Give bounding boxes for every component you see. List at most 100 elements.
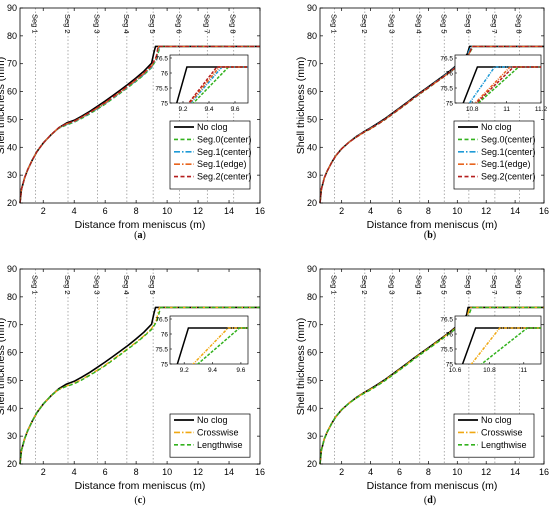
x-tick-label: 14	[510, 467, 520, 477]
y-tick-label: 30	[307, 170, 317, 180]
segment-label: Seg 8	[229, 14, 238, 34]
inset-x-tick-label: 9.6	[230, 106, 239, 113]
inset-zoom: 9.2 9.4 9.6 75 75.5 76 76.5	[155, 315, 249, 374]
x-tick-label: 10	[452, 206, 462, 216]
inset-series-line	[192, 327, 248, 364]
segment-label: Seg 3	[387, 275, 396, 295]
y-tick-label: 30	[307, 431, 317, 441]
panel-caption: (b)	[424, 230, 436, 241]
x-tick-label: 8	[134, 467, 139, 477]
inset-x-tick-label: 10.8	[483, 367, 496, 374]
x-tick-label: 4	[72, 467, 77, 477]
x-tick-label: 16	[539, 206, 549, 216]
x-tick-label: 16	[539, 467, 549, 477]
x-tick-label: 12	[193, 467, 203, 477]
inset-series-line	[196, 327, 248, 364]
legend: No clog Crosswise Lengthwise	[453, 413, 535, 458]
y-tick-label: 40	[7, 142, 17, 152]
x-tick-label: 2	[41, 206, 46, 216]
x-tick-label: 10	[452, 467, 462, 477]
inset-x-tick-label: 9.4	[204, 106, 213, 113]
x-tick-label: 6	[103, 467, 108, 477]
segment-label: Seg 7	[202, 14, 211, 34]
legend-entry: Crosswise	[481, 427, 523, 437]
y-tick-label: 50	[307, 114, 317, 124]
y-tick-label: 30	[7, 431, 17, 441]
legend-entry: Seg.1(center)	[197, 147, 252, 157]
segment-label: Seg 6	[464, 14, 473, 34]
y-tick-label: 20	[307, 198, 317, 208]
y-tick-label: 60	[7, 87, 17, 97]
legend-entry: Seg.0(center)	[197, 134, 252, 144]
y-axis-label: Shell thickness (mm)	[295, 57, 307, 154]
plot-frame	[19, 268, 261, 465]
inset-x-tick-label: 9.6	[236, 367, 245, 374]
segment-label: Seg 8	[514, 14, 523, 34]
x-tick-label: 6	[397, 206, 402, 216]
inset-series-line	[470, 327, 541, 364]
segment-label: Seg 2	[63, 14, 72, 34]
y-tick-label: 20	[7, 198, 17, 208]
segment-label: Seg 1	[329, 275, 338, 295]
segment-label: Seg 1	[329, 14, 338, 34]
inset-y-tick-label: 75.5	[440, 346, 453, 353]
segment-label: Seg 4	[415, 275, 424, 295]
series-line-lengthwise	[19, 306, 260, 465]
segment-label: Seg 1	[30, 14, 39, 34]
chart-panel-a: Seg 1 Seg 2 Seg 3 Seg 4 Seg 5 Seg 6 Seg 7 Seg 8…	[0, 3, 265, 241]
segment-label: Seg 8	[514, 275, 523, 295]
x-tick-label: 14	[510, 206, 520, 216]
y-tick-label: 70	[7, 59, 17, 69]
y-tick-label: 90	[307, 264, 317, 274]
y-tick-label: 80	[307, 292, 317, 302]
segment-label: Seg 2	[63, 275, 72, 295]
inset-frame	[454, 54, 542, 104]
x-tick-label: 8	[426, 206, 431, 216]
x-tick-label: 8	[134, 206, 139, 216]
x-axis-label: Distance from meniscus (m)	[367, 480, 498, 492]
chart-panel-d: Seg 1 Seg 2 Seg 3 Seg 4 Seg 5 Seg 6 Seg 7 Seg 8…	[295, 264, 549, 506]
inset-y-tick-label: 76	[161, 70, 169, 77]
inset-series-line	[187, 66, 248, 103]
y-tick-label: 50	[307, 375, 317, 385]
x-tick-label: 10	[162, 206, 172, 216]
segment-label: Seg 5	[148, 275, 157, 295]
x-tick-label: 14	[224, 206, 234, 216]
segment-label: Seg 4	[122, 14, 131, 34]
x-tick-label: 12	[481, 206, 491, 216]
legend-entry: No clog	[481, 122, 512, 132]
chart-panel-b: Seg 1 Seg 2 Seg 3 Seg 4 Seg 5 Seg 6 Seg 7 Seg 8…	[295, 3, 549, 241]
inset-y-tick-label: 75	[161, 361, 169, 368]
inset-y-tick-label: 76.5	[440, 316, 453, 323]
inset-y-tick-label: 76	[161, 331, 169, 338]
inset-frame	[169, 315, 249, 365]
segment-label: Seg 2	[360, 275, 369, 295]
y-tick-label: 50	[7, 114, 17, 124]
segment-label: Seg 3	[92, 275, 101, 295]
y-tick-label: 70	[307, 59, 317, 69]
legend-entry: Seg.2(center)	[481, 172, 536, 182]
y-tick-label: 30	[7, 170, 17, 180]
segment-label: Seg 3	[92, 14, 101, 34]
chart-panel-c: Seg 1 Seg 2 Seg 3 Seg 4 Seg 5 2 4 6 8 10 12 14 16 20 3…	[0, 264, 265, 506]
panel-caption: (a)	[134, 230, 146, 241]
x-tick-label: 2	[41, 467, 46, 477]
segment-label: Seg 7	[490, 275, 499, 295]
plot-frame	[19, 7, 261, 204]
inset-y-tick-label: 76.5	[440, 55, 453, 62]
segment-label: Seg 5	[439, 14, 448, 34]
inset-x-tick-label: 11	[520, 367, 527, 374]
inset-y-tick-label: 75.5	[155, 85, 168, 92]
inset-y-tick-label: 75.5	[440, 85, 453, 92]
legend-box	[453, 120, 535, 190]
x-tick-label: 14	[224, 467, 234, 477]
x-tick-label: 4	[72, 206, 77, 216]
plot-frame	[319, 268, 545, 465]
inset-x-tick-label: 9.2	[180, 367, 189, 374]
y-tick-label: 70	[7, 320, 17, 330]
x-tick-label: 8	[426, 467, 431, 477]
y-tick-label: 70	[307, 320, 317, 330]
y-tick-label: 80	[7, 31, 17, 41]
segment-label: Seg 5	[439, 275, 448, 295]
